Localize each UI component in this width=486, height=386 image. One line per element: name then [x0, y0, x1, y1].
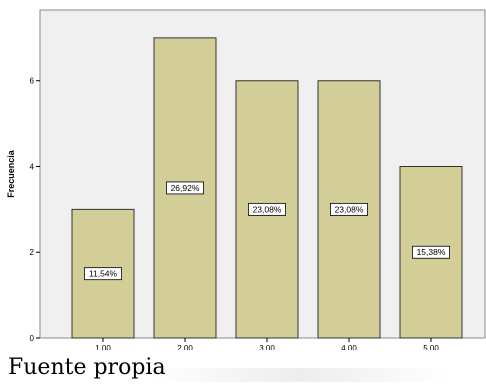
- data-label: 11,54%: [89, 269, 118, 279]
- x-tick-label: 2,00: [177, 344, 193, 350]
- caption-shadow: [150, 368, 450, 382]
- data-labels-layer: 11,54% 26,92% 23,08% 23,08% 15,38%: [84, 181, 450, 281]
- x-axis: 1,00 2,00 3,00 4,00 5,00: [95, 338, 439, 350]
- y-tick-label: 6: [30, 77, 35, 86]
- data-label-box: [84, 267, 123, 281]
- data-label: 23,08%: [335, 204, 364, 214]
- y-tick-label: 0: [30, 334, 35, 343]
- y-axis-title: Frecuencia: [6, 149, 16, 198]
- y-tick-label: 2: [30, 248, 35, 257]
- data-label: 15,38%: [417, 247, 446, 257]
- source-caption: Fuente propia: [8, 355, 166, 380]
- data-label-box: [329, 202, 368, 216]
- data-label-box: [411, 245, 450, 259]
- data-label: 23,08%: [253, 204, 282, 214]
- y-tick-label: 4: [30, 162, 35, 171]
- x-tick-label: 5,00: [423, 344, 439, 350]
- bar-chart: 11,54% 26,92% 23,08% 23,08% 15,38% 0 2 4 6 1,00…: [6, 9, 486, 350]
- y-axis: 0 2 4 6: [30, 77, 40, 343]
- x-tick-label: 1,00: [95, 344, 111, 350]
- x-tick-label: 3,00: [259, 344, 275, 350]
- data-label: 26,92%: [171, 183, 200, 193]
- data-label-box: [165, 181, 204, 195]
- x-tick-label: 4,00: [341, 344, 357, 350]
- data-label-box: [247, 202, 286, 216]
